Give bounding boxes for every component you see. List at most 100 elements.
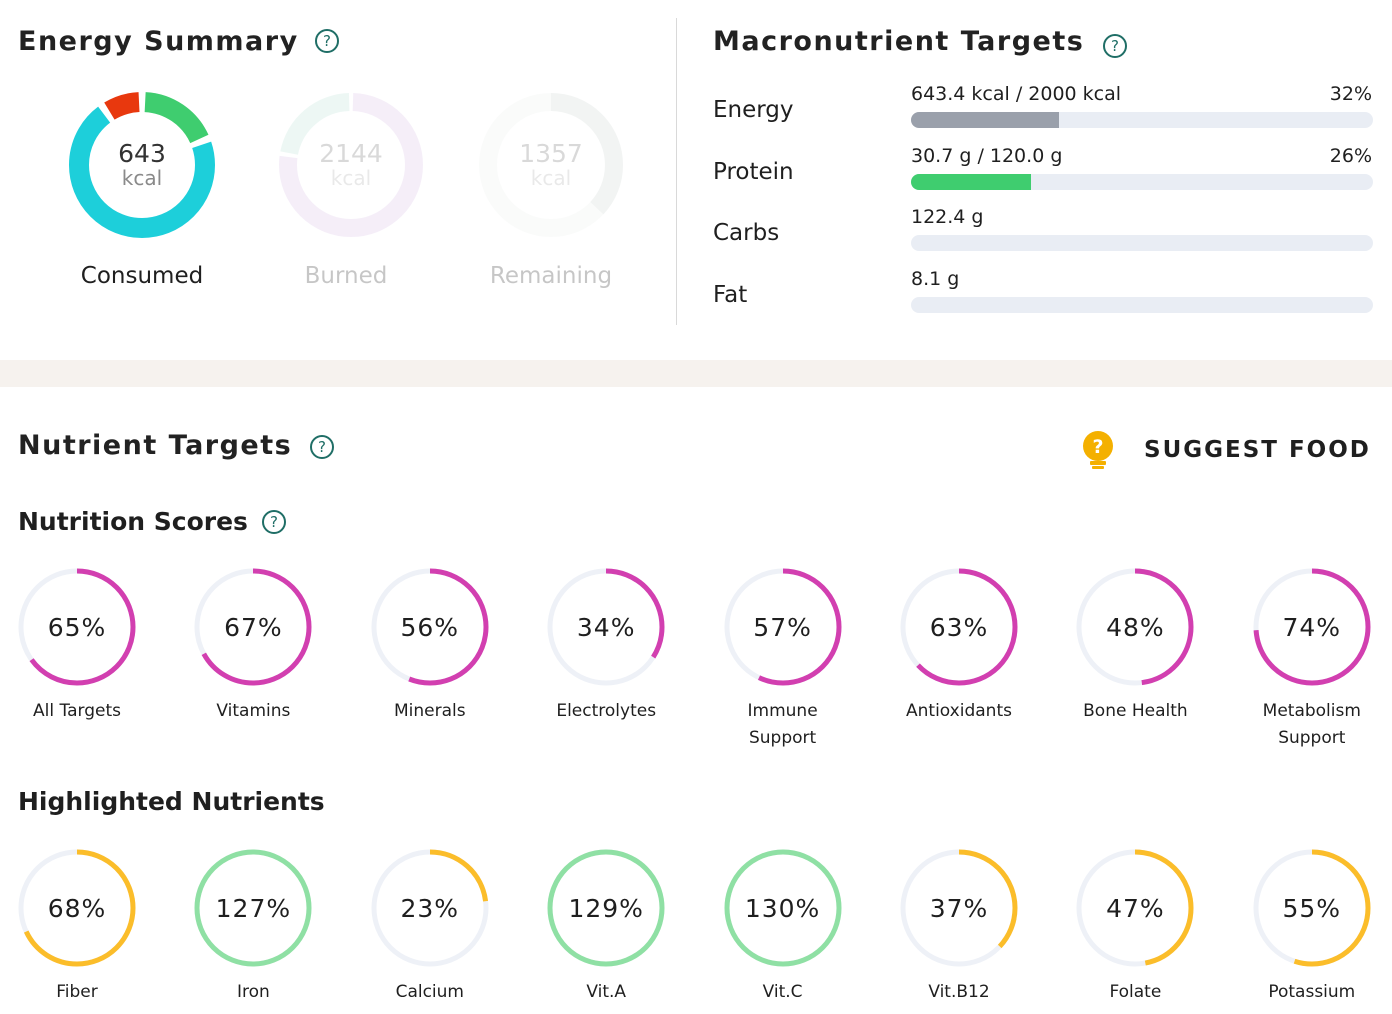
macro-percent-protein: 26% [1329,144,1372,167]
nutrient-ring-label: Calcium [395,982,464,1002]
nutrient-ring[interactable]: 37% [898,847,1020,969]
nutrient-ring[interactable]: 129% [545,847,667,969]
score-ring-value: 74% [1282,612,1342,642]
score-ring-chart [18,568,136,686]
burned-ring-segment [279,93,423,237]
consumed-unit: kcal [121,166,163,190]
score-ring[interactable]: 74% [1251,566,1373,688]
nutrient-ring-label: Vit.B12 [928,982,990,1002]
remaining-donut[interactable]: 1357 kcal [476,90,626,240]
nutrient-ring-progress [1253,849,1371,967]
burned-unit: kcal [330,166,372,190]
svg-text:?: ? [1092,436,1103,458]
burned-donut[interactable]: 2144 kcal [276,90,426,240]
nutrient-ring[interactable]: 127% [192,847,314,969]
nutrient-ring-chart [18,849,136,967]
macro-bar-energy [911,112,1373,128]
score-ring-progress [900,568,1018,686]
suggest-food-button[interactable]: ? SUGGEST FOOD [1080,430,1371,470]
macro-value-carbs: 122.4 g [911,206,984,228]
remaining-ring-track [479,93,623,237]
nutrient-ring[interactable]: 23% [369,847,491,969]
nutrient-ring-progress [900,849,1018,967]
nutrient-ring-progress [1076,849,1194,967]
burned-donut-chart [279,93,423,237]
remaining-value: 1357 [519,139,583,168]
nutrient-ring[interactable]: 130% [722,847,844,969]
nutrient-ring-progress [371,849,489,967]
macro-percent-energy: 32% [1329,83,1372,105]
nutrient-ring-label: Potassium [1268,982,1356,1002]
section-separator-band [0,360,1392,387]
score-ring[interactable]: 34% [545,566,667,688]
score-ring-value: 56% [400,612,460,642]
burned-value: 2144 [319,139,383,168]
nutrient-ring-label: Iron [236,982,270,1002]
score-ring-progress [724,568,842,686]
score-ring-value: 67% [224,612,283,642]
nutrient-ring-value: 55% [1282,893,1342,923]
nutrient-ring-progress [194,849,312,967]
score-ring-label: Antioxidants [906,701,1012,721]
score-ring-chart [1253,568,1371,686]
score-ring-value: 34% [576,612,636,642]
nutrient-ring-value: 47% [1106,893,1165,923]
score-ring-label: Immune Support [747,701,818,748]
consumed-donut[interactable]: 643 kcal [67,90,217,240]
nutrient-ring-value: 130% [744,893,821,923]
nutrient-ring-label: Vit.A [586,982,627,1002]
nutrient-ring-chart [547,849,665,967]
burned-label: Burned [304,263,388,289]
macro-name-carbs: Carbs [713,220,780,246]
score-ring-value: 65% [47,612,107,642]
nutrient-ring-chart [371,849,489,967]
highlighted-nutrients-title: Highlighted Nutrients [18,787,325,816]
nutrient-ring[interactable]: 55% [1251,847,1373,969]
score-ring-chart [371,568,489,686]
nutrient-ring-value: 23% [400,893,460,923]
score-ring[interactable]: 65% [16,566,138,688]
nutrient-ring[interactable]: 68% [16,847,138,969]
score-ring[interactable]: 56% [369,566,491,688]
question-circle-icon[interactable]: ? [1103,34,1127,58]
consumed-donut-chart [69,92,215,238]
macro-bar-fill-energy [911,112,1059,128]
macronutrient-targets-title: Macronutrient Targets [713,26,1085,57]
score-ring-label: All Targets [33,701,121,721]
nutrient-ring-value: 68% [47,893,107,923]
nutrient-ring-value: 129% [568,893,644,923]
question-circle-icon[interactable]: ? [310,435,334,459]
nutrient-ring[interactable]: 47% [1074,847,1196,969]
energy-summary-title: Energy Summary [18,26,299,57]
macro-value-protein: 30.7 g / 120.0 g [911,144,1063,167]
score-ring[interactable]: 67% [192,566,314,688]
macro-name-energy: Energy [713,97,794,123]
macro-name-fat: Fat [713,281,748,308]
nutrient-ring-label: Vit.C [762,982,803,1002]
score-ring-chart [900,568,1018,686]
score-ring-value: 48% [1106,612,1165,642]
nutrient-ring-chart [1076,849,1194,967]
score-ring-progress [371,568,489,686]
nutrient-ring-progress [18,849,136,967]
question-circle-icon[interactable]: ? [315,29,339,53]
score-ring[interactable]: 63% [898,566,1020,688]
score-ring-progress [1253,568,1371,686]
consumed-label: Consumed [80,263,204,289]
score-ring-label: Bone Health [1083,701,1188,721]
nutrient-ring-value: 37% [929,893,989,923]
score-ring-chart [547,568,665,686]
consumed-value: 643 [118,139,166,168]
remaining-donut-chart [479,93,623,237]
score-ring-label: Minerals [393,701,466,721]
macro-bar-carbs [911,235,1373,251]
score-ring-progress [547,568,665,686]
question-circle-icon[interactable]: ? [262,510,286,534]
remaining-label: Remaining [489,263,613,289]
remaining-unit: kcal [530,166,572,190]
score-ring[interactable]: 57% [722,566,844,688]
score-ring[interactable]: 48% [1074,566,1196,688]
score-ring-progress [18,568,136,686]
score-ring-chart [194,568,312,686]
nutrient-ring-progress [547,849,665,967]
